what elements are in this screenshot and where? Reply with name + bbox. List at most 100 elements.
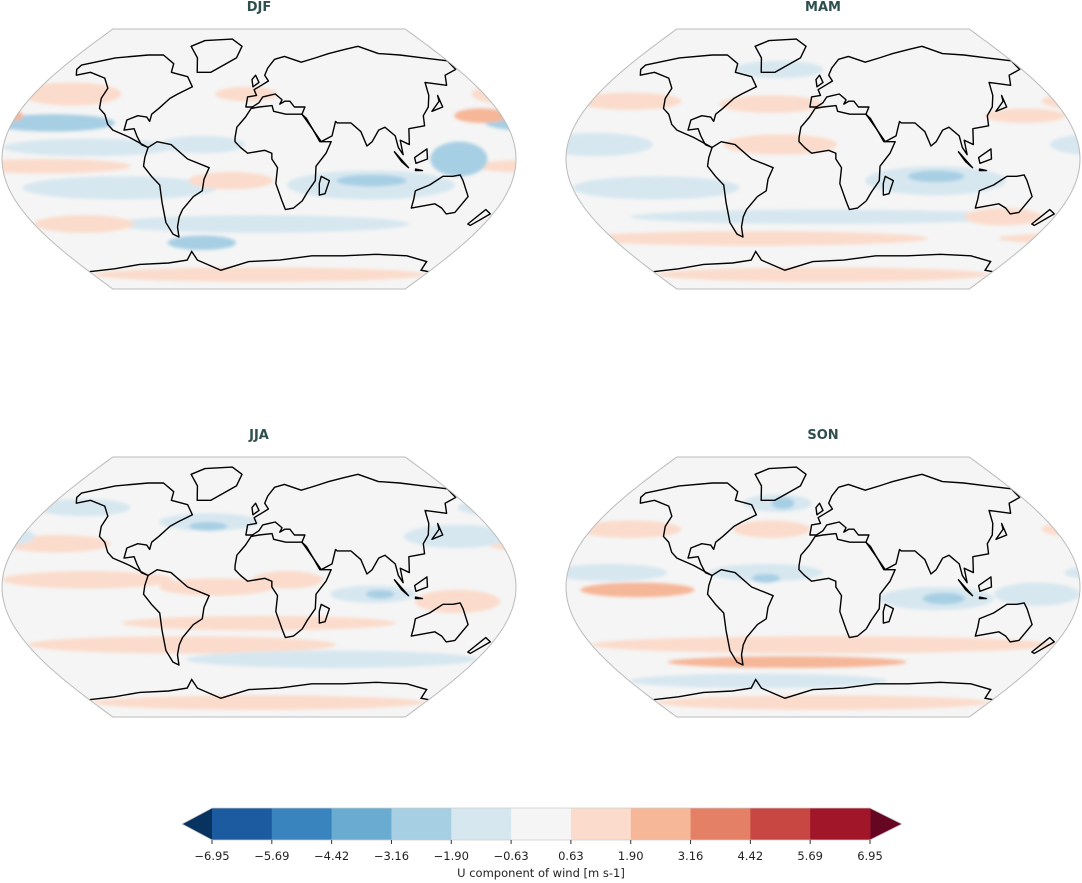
coastline: [957, 579, 974, 597]
colorbar-tick-label: −6.95: [194, 849, 230, 863]
coastline-antarctica: [653, 250, 993, 273]
colorbar-over-arrow: [870, 808, 902, 840]
wind-anomaly-contour: [189, 521, 228, 531]
colorbar-segment: [451, 808, 512, 840]
map-boundary: [565, 28, 1081, 290]
coastline: [995, 94, 1008, 113]
wind-anomaly-contour: [751, 573, 781, 583]
colorbar-segment: [810, 808, 871, 840]
coastline: [815, 502, 824, 516]
coastline: [706, 140, 774, 238]
wind-anomaly-contour: [121, 615, 397, 631]
coastline: [639, 482, 758, 577]
colorbar-segment: [750, 808, 811, 840]
colorbar-segment: [570, 808, 632, 840]
coastline: [467, 208, 492, 227]
coastline: [414, 596, 424, 600]
coastline: [410, 602, 469, 643]
coastline: [393, 151, 410, 169]
colorbar-tick-label: −3.16: [373, 849, 410, 863]
coastline: [431, 94, 444, 113]
coastline: [974, 602, 1033, 643]
wind-anomaly-contour: [159, 578, 274, 596]
wind-anomaly-contour: [922, 592, 966, 605]
coastline: [809, 473, 1021, 584]
wind-anomaly-contour: [188, 171, 274, 190]
coastline: [75, 54, 194, 149]
coastline: [142, 140, 210, 238]
wind-anomaly-contour: [404, 524, 510, 549]
colorbar-tick-label: 4.42: [737, 849, 764, 863]
wind-anomaly-contour: [629, 673, 888, 689]
coastline: [798, 104, 896, 211]
wind-anomaly-contour: [578, 520, 682, 538]
wind-anomaly-contour: [994, 582, 1080, 606]
wind-anomaly-contour: [771, 497, 795, 510]
coastline: [413, 148, 429, 165]
colorbar-segment: [212, 808, 273, 840]
wind-anomaly-contour: [186, 650, 477, 668]
coastline: [977, 576, 993, 593]
colorbar-segment: [511, 808, 572, 840]
coastline: [190, 38, 243, 74]
colorbar-segment: [331, 808, 392, 840]
coastline: [431, 522, 444, 541]
coastline: [410, 174, 469, 215]
coastline: [978, 596, 988, 600]
wind-anomaly-contour: [251, 571, 324, 589]
coastline: [245, 473, 457, 584]
wind-anomaly-contour: [33, 215, 134, 233]
map-jja: [1, 456, 517, 718]
map-mam: [565, 28, 1081, 290]
coastline: [393, 579, 410, 597]
wind-anomaly-contour: [454, 108, 509, 123]
wind-anomaly-contour: [572, 176, 740, 200]
colorbar-segment: [630, 808, 692, 840]
coastline: [318, 175, 331, 196]
coastline: [413, 576, 429, 593]
coastline: [706, 568, 774, 666]
coastline-antarctica: [653, 678, 993, 701]
coastline: [882, 603, 895, 624]
wind-anomaly-contour: [415, 589, 501, 614]
coastline: [142, 568, 210, 666]
coastline-antarctica: [89, 678, 429, 701]
map-djf: [1, 28, 517, 290]
coastline: [318, 603, 331, 624]
coastline: [957, 151, 974, 169]
coastline: [815, 74, 824, 88]
wind-anomaly-contour: [93, 267, 425, 282]
coastline: [639, 54, 758, 149]
coastline: [809, 45, 1021, 156]
wind-anomaly-contour: [2, 571, 174, 589]
wind-anomaly-contour: [2, 114, 116, 132]
coastline: [754, 38, 807, 74]
map-son: [565, 456, 1081, 718]
wind-anomaly-contour: [336, 174, 407, 187]
coastline: [1031, 636, 1056, 655]
wind-anomaly-contour: [365, 589, 395, 599]
coastline: [251, 502, 260, 516]
wind-anomaly-contour: [719, 95, 823, 113]
coastline: [798, 532, 896, 639]
coastline: [754, 466, 807, 502]
coastline: [245, 45, 457, 156]
coastline: [75, 482, 194, 577]
panel-title: DJF: [246, 0, 272, 15]
colorbar: [181, 807, 903, 844]
wind-anomaly-contour: [657, 267, 989, 282]
colorbar-tick-label: −4.42: [314, 849, 350, 863]
map-boundary: [1, 28, 517, 290]
colorbar-segment: [391, 808, 452, 840]
coastline: [467, 636, 492, 655]
wind-anomaly-contour: [566, 563, 667, 582]
wind-anomaly-contour: [709, 563, 823, 582]
panel-title: SON: [807, 428, 839, 443]
coastline: [251, 74, 260, 88]
wind-anomaly-contour: [907, 170, 965, 183]
colorbar-tick-label: 0.63: [558, 849, 584, 863]
wind-anomaly-contour: [577, 231, 929, 246]
wind-anomaly-contour: [159, 135, 245, 154]
colorbar-tick-label: 1.90: [617, 849, 644, 863]
panel-title: MAM: [805, 0, 841, 15]
